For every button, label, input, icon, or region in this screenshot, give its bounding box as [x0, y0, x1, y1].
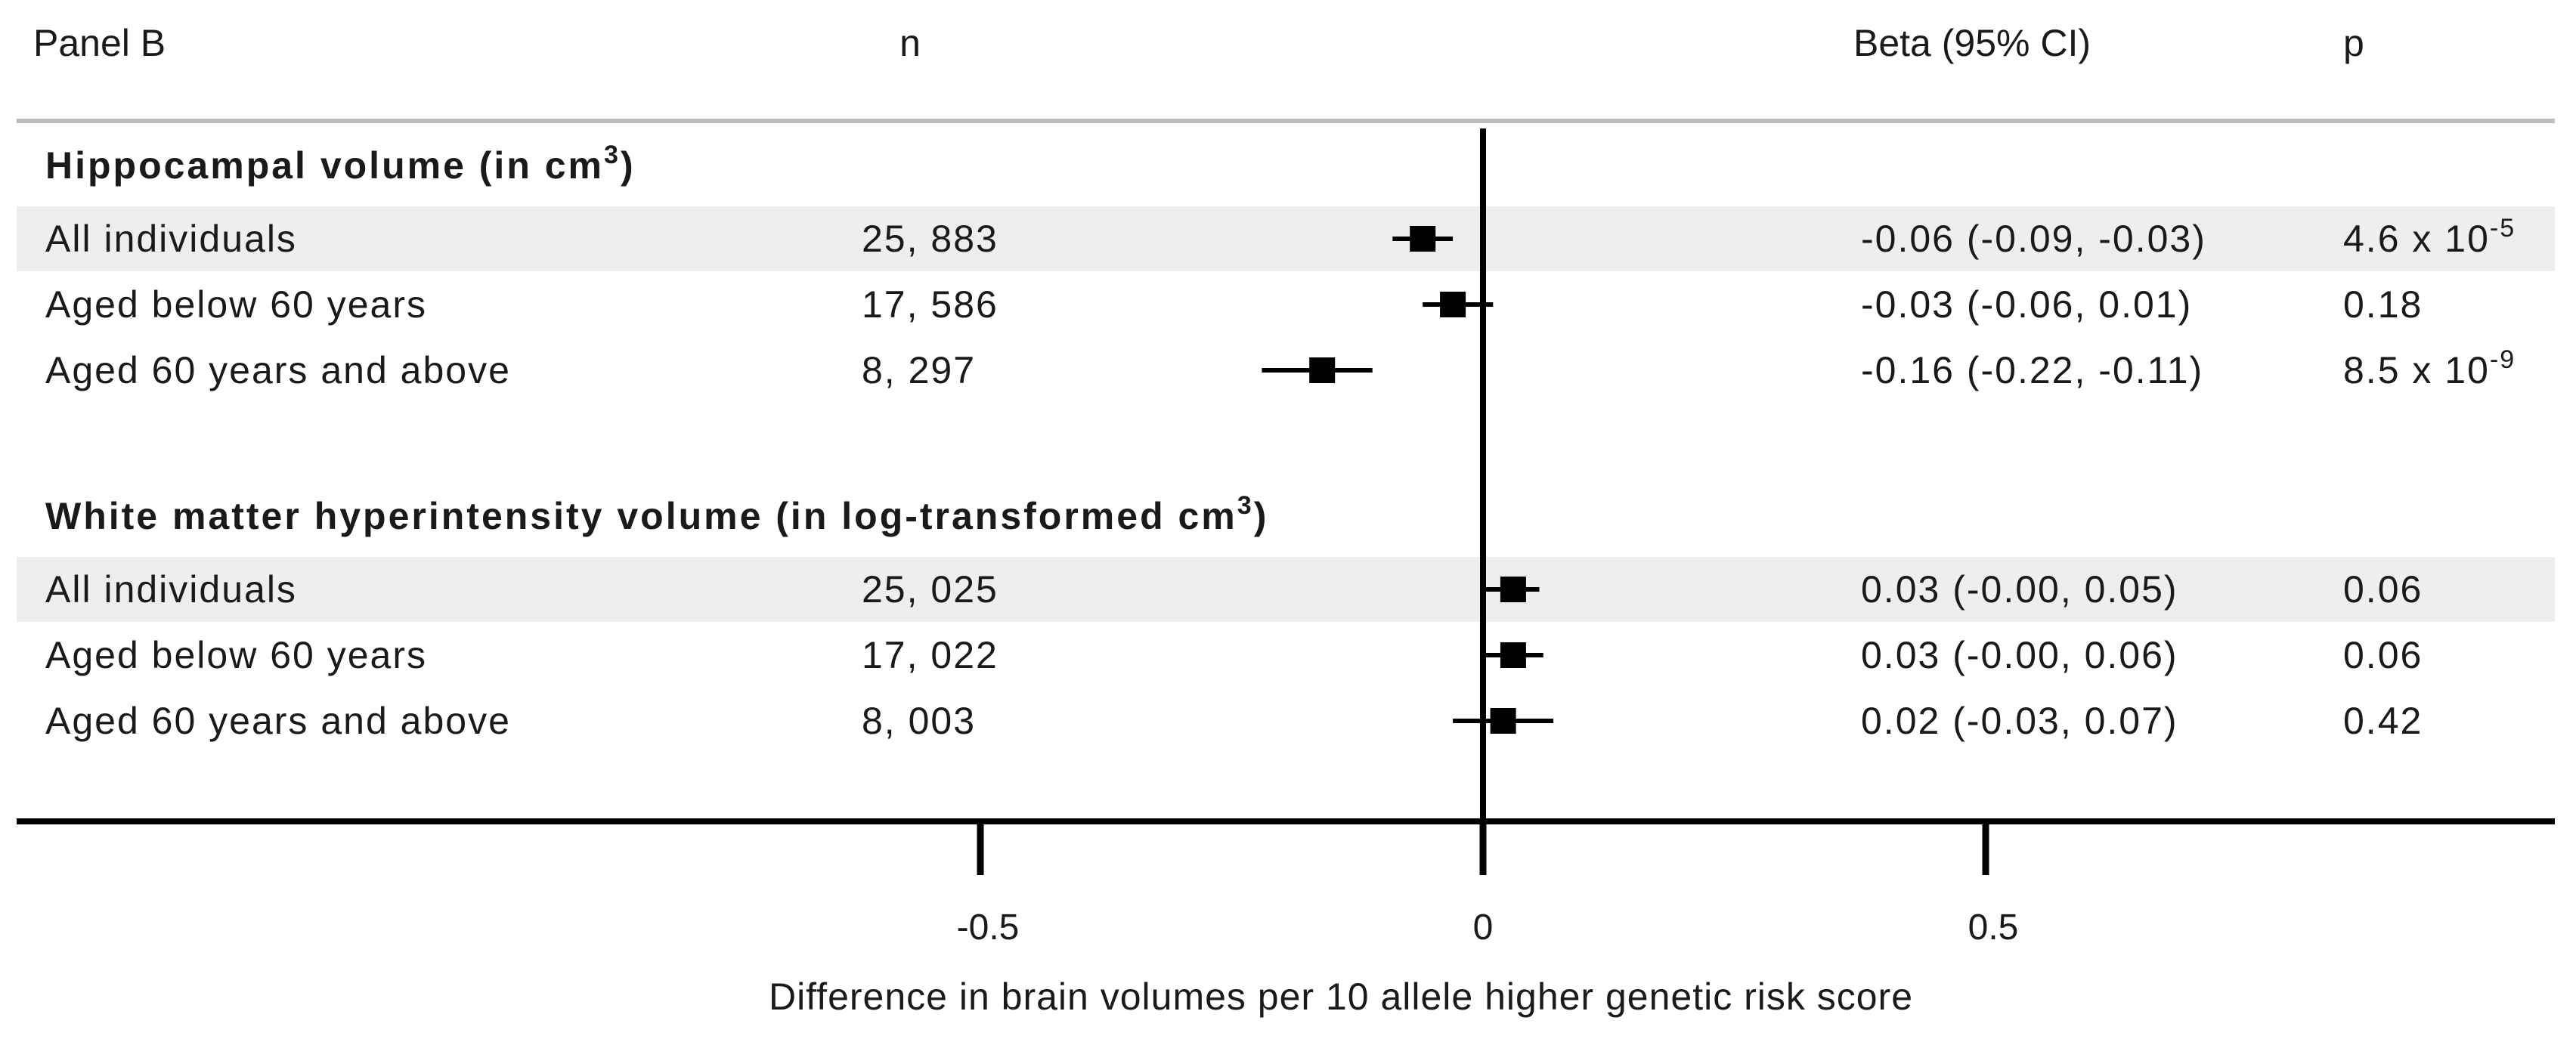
row-p-value-base: 0.06 [2343, 568, 2423, 611]
row-p-value: 8.5 x 10-9 [2343, 345, 2516, 391]
section-title-1-end: ) [621, 144, 636, 187]
row-n-value: 25, 025 [862, 568, 999, 611]
x-axis-title: Difference in brain volumes per 10 allel… [769, 976, 1913, 1018]
row-label: Aged 60 years and above [45, 700, 511, 742]
x-axis-tick-label: 0 [1473, 908, 1494, 948]
column-header-n: n [899, 22, 921, 64]
row-n-value: 17, 586 [862, 283, 999, 326]
row-beta-ci-text: -0.06 (-0.09, -0.03) [1861, 218, 2206, 260]
x-axis-tick-label: -0.5 [957, 908, 1020, 948]
section-title-2-end: ) [1254, 495, 1269, 537]
row-label: Aged below 60 years [45, 634, 427, 676]
row-beta-ci-text: -0.16 (-0.22, -0.11) [1861, 349, 2203, 391]
point-estimate-marker [1490, 708, 1516, 734]
row-p-value-base: 0.18 [2343, 283, 2423, 326]
row-n-value: 25, 883 [862, 218, 999, 260]
section-title-1: Hippocampal volume (in cm3) [45, 141, 636, 187]
row-p-value-base: 0.42 [2343, 700, 2423, 742]
point-estimate-marker [1440, 292, 1466, 317]
row-n-value: 17, 022 [862, 634, 999, 676]
marks-layer [1262, 226, 1554, 734]
row-beta-ci-text: 0.03 (-0.00, 0.05) [1861, 568, 2178, 611]
row-p-value: 4.6 x 10-5 [2343, 214, 2516, 260]
column-header-p: p [2343, 22, 2364, 64]
row-beta-ci-text: 0.03 (-0.00, 0.06) [1861, 634, 2178, 676]
x-axis-tick-label: 0.5 [1968, 908, 2019, 948]
section-title-1-base: Hippocampal volume (in cm [45, 144, 604, 187]
row-beta-ci-text: -0.03 (-0.06, 0.01) [1861, 283, 2192, 326]
row-shading [17, 557, 2555, 622]
row-label: All individuals [45, 218, 297, 260]
point-estimate-marker [1500, 577, 1526, 602]
section-title-2-superscript: 3 [1237, 491, 1254, 520]
row-p-value-base: 8.5 x 10 [2343, 349, 2490, 391]
row-p-value: 0.06 [2343, 634, 2423, 676]
row-label: Aged below 60 years [45, 283, 427, 326]
row-shading-layer [17, 206, 2555, 622]
text-layer: Panel B n Beta (95% CI) p Hippocampal volume… [33, 22, 2516, 742]
section-title-2: White matter hyperintensity volume (in l… [45, 491, 1268, 537]
panel-label: Panel B [33, 22, 166, 64]
point-estimate-marker [1410, 226, 1436, 252]
axis-layer: -0.5 0 0.5 Difference in brain volumes per … [17, 128, 2555, 1018]
row-p-value: 0.06 [2343, 568, 2423, 611]
row-n-value: 8, 003 [862, 700, 976, 742]
row-beta-ci-text: 0.02 (-0.03, 0.07) [1861, 700, 2178, 742]
row-p-value: 0.18 [2343, 283, 2423, 326]
row-p-value-superscript: -9 [2490, 345, 2516, 374]
row-p-value-superscript: -5 [2490, 214, 2516, 243]
row-label: All individuals [45, 568, 297, 611]
section-title-1-superscript: 3 [604, 141, 621, 169]
row-p-value-base: 4.6 x 10 [2343, 218, 2490, 260]
row-n-value: 8, 297 [862, 349, 976, 391]
row-p-value: 0.42 [2343, 700, 2423, 742]
section-title-2-base: White matter hyperintensity volume (in l… [45, 495, 1237, 537]
row-p-value-base: 0.06 [2343, 634, 2423, 676]
column-header-beta: Beta (95% CI) [1853, 22, 2091, 64]
row-shading [17, 206, 2555, 271]
point-estimate-marker [1500, 642, 1526, 668]
row-label: Aged 60 years and above [45, 349, 511, 391]
point-estimate-marker [1309, 357, 1336, 383]
